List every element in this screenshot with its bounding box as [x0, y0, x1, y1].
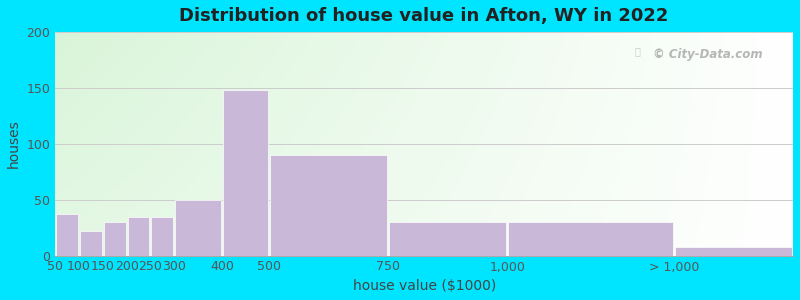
- Bar: [80, 231, 102, 256]
- Y-axis label: houses: houses: [7, 119, 21, 168]
- Bar: [222, 90, 269, 256]
- Bar: [509, 222, 673, 256]
- Title: Distribution of house value in Afton, WY in 2022: Distribution of house value in Afton, WY…: [179, 7, 669, 25]
- Bar: [104, 222, 126, 256]
- X-axis label: house value ($1000): house value ($1000): [353, 279, 496, 293]
- Bar: [675, 247, 792, 256]
- Bar: [270, 155, 387, 256]
- Bar: [390, 222, 506, 256]
- Bar: [151, 217, 174, 256]
- Bar: [127, 217, 150, 256]
- Text: 🔵: 🔵: [634, 46, 640, 57]
- Bar: [175, 200, 221, 256]
- Bar: [56, 214, 78, 256]
- Text: © City-Data.com: © City-Data.com: [653, 48, 762, 61]
